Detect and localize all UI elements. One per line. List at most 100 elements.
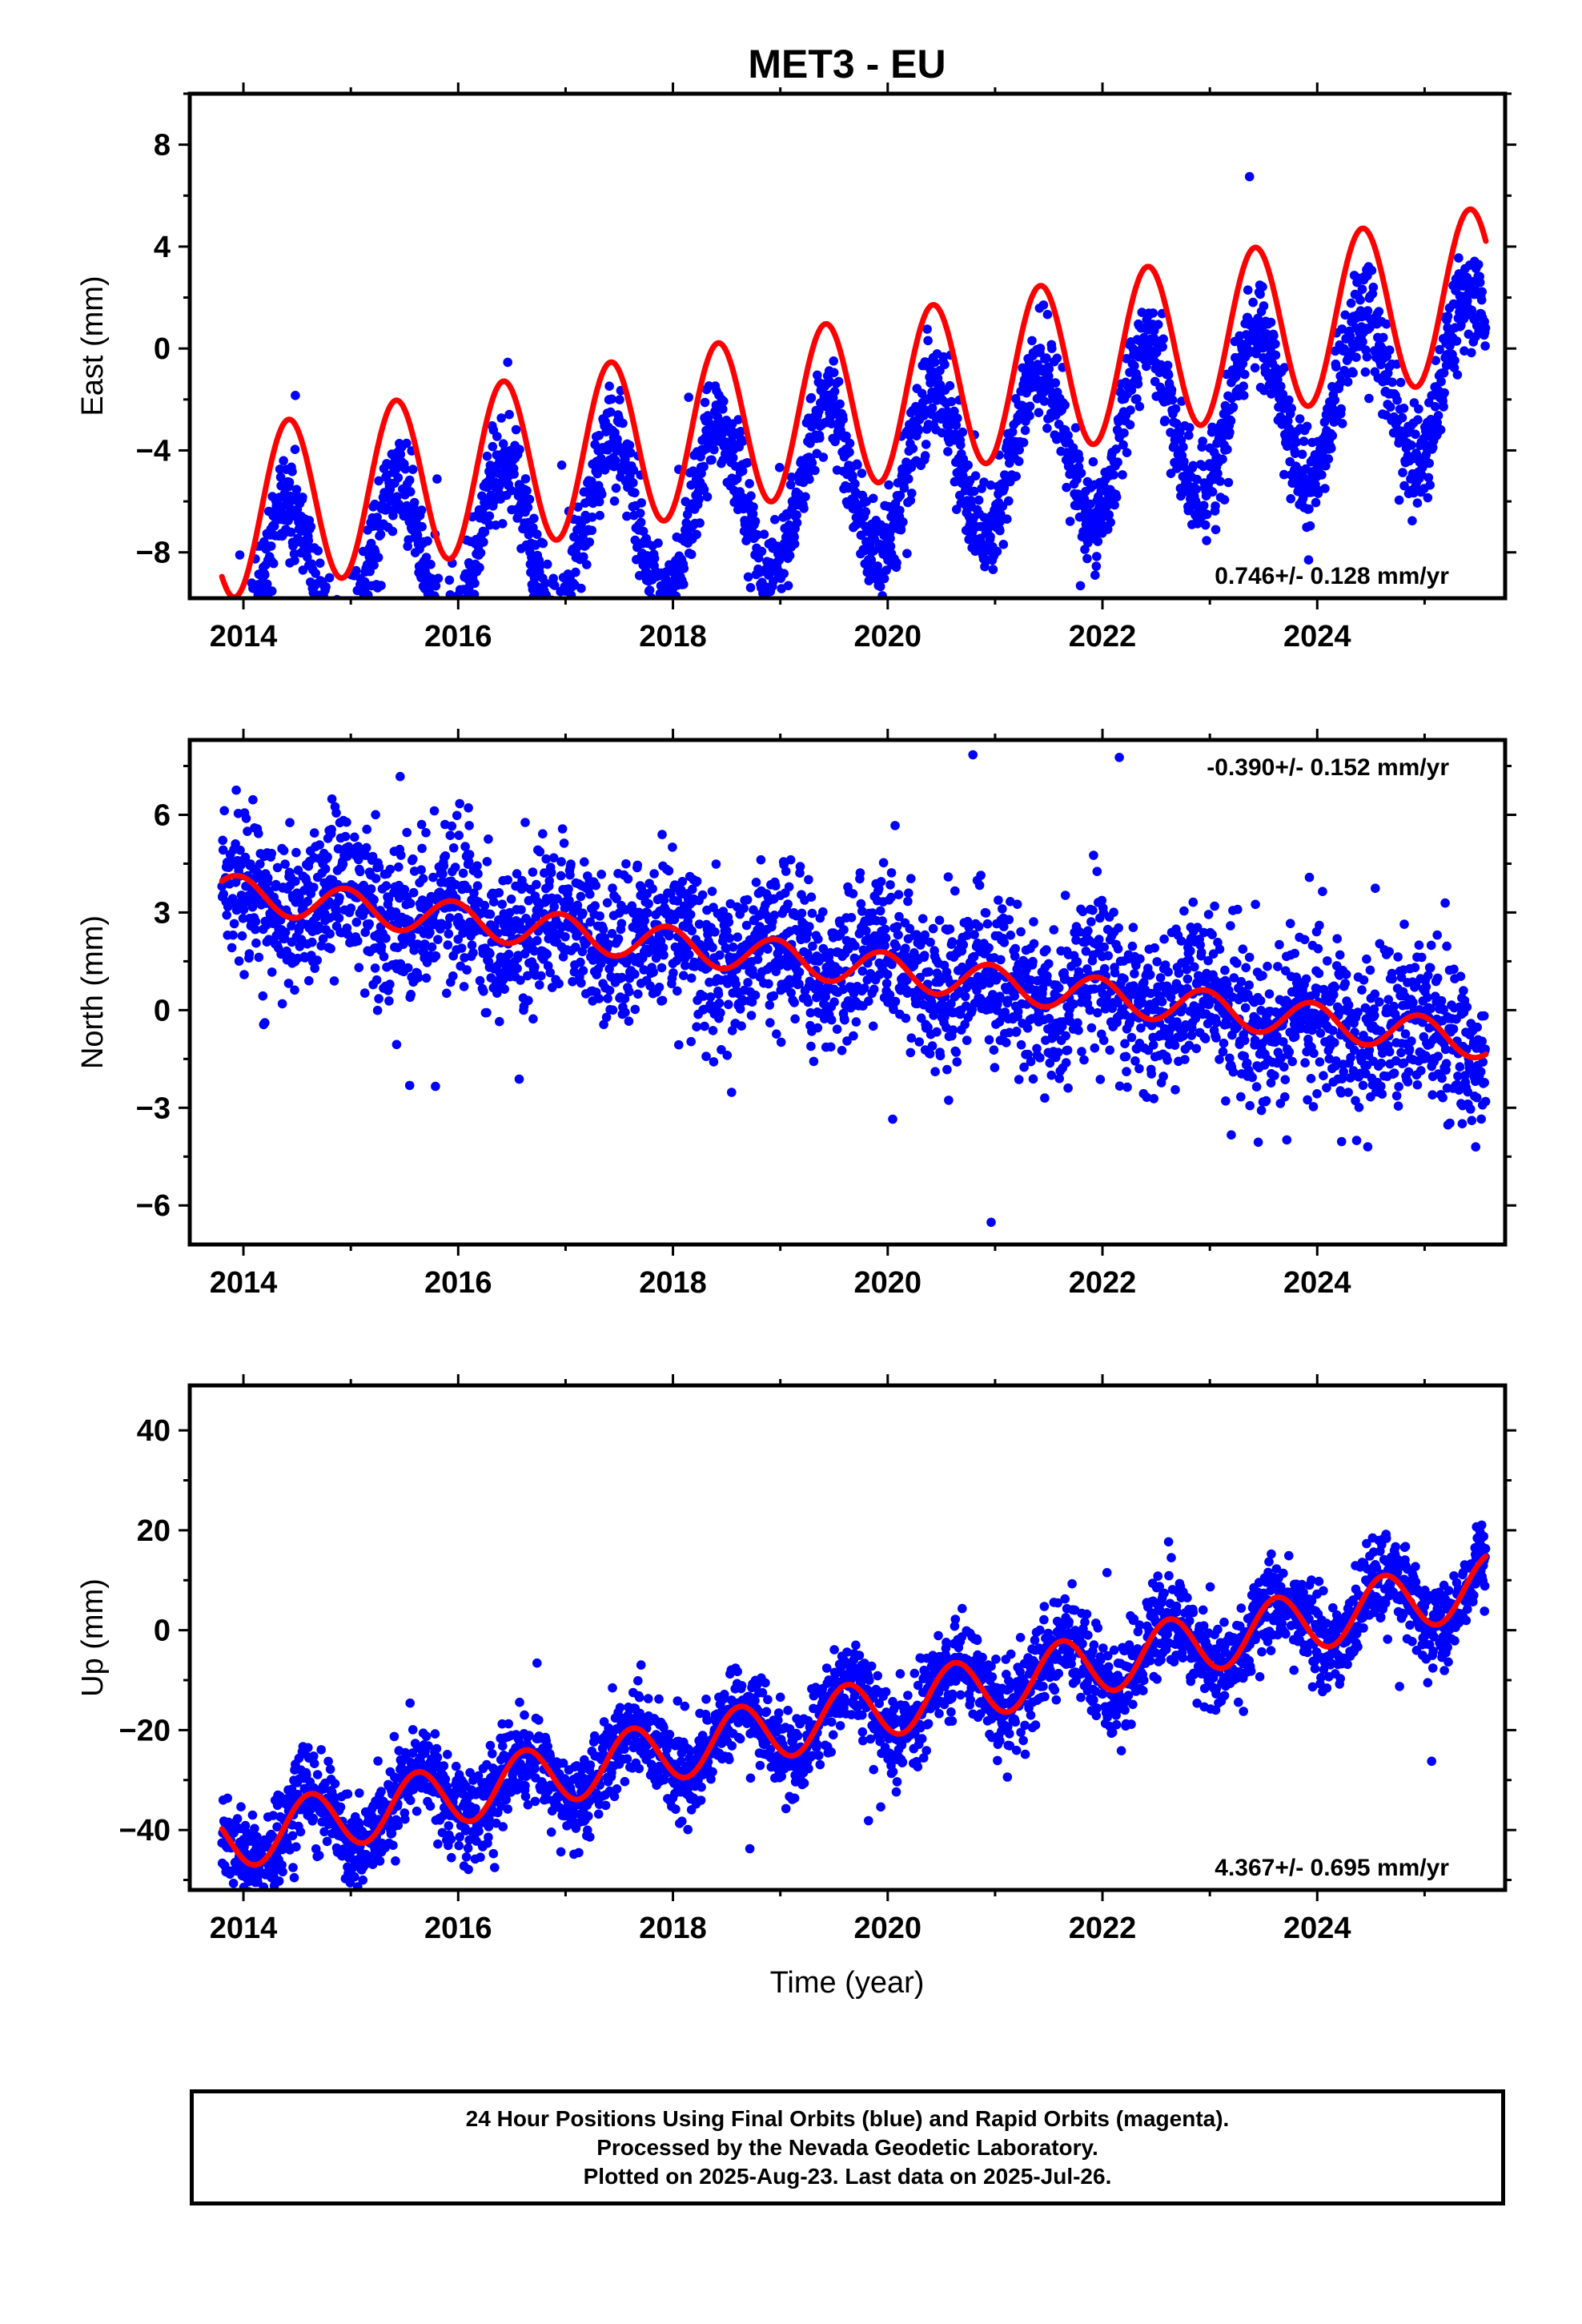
east-data-point: [841, 431, 851, 441]
east-data-point: [437, 606, 447, 616]
north-data-point: [381, 933, 391, 943]
north-data-point: [440, 851, 451, 861]
north-data-point: [327, 825, 336, 834]
east-data-point: [1184, 430, 1194, 440]
east-data-point: [329, 661, 339, 671]
east-data-point: [930, 357, 940, 368]
north-data-point: [869, 984, 879, 995]
east-data-point: [344, 692, 354, 702]
north-data-point: [251, 924, 260, 935]
north-data-point: [886, 868, 897, 878]
east-data-point: [313, 546, 323, 556]
north-data-point: [840, 1015, 849, 1025]
north-data-point: [443, 920, 452, 930]
north-data-point: [607, 929, 617, 939]
north-data-point: [448, 843, 459, 853]
north-data-point: [310, 963, 320, 973]
north-data-point: [892, 922, 902, 931]
east-data-point: [1430, 402, 1440, 412]
east-data-point: [333, 665, 343, 675]
east-data-point: [331, 621, 340, 631]
east-data-point: [549, 600, 559, 609]
north-data-point: [307, 937, 317, 947]
east-points: [234, 171, 1491, 712]
north-data-point: [890, 821, 900, 830]
east-data-point: [241, 702, 251, 712]
north-data-point: [674, 1039, 684, 1050]
east-data-point: [1473, 259, 1484, 270]
north-data-point: [648, 884, 657, 894]
north-data-point: [231, 785, 241, 795]
north-data-point: [893, 930, 903, 940]
north-data-point: [947, 937, 958, 947]
east-data-point: [1363, 306, 1373, 316]
east-data-point: [1432, 417, 1442, 428]
east-data-point: [779, 569, 789, 578]
north-data-point: [417, 843, 427, 854]
east-data-point: [549, 581, 560, 590]
east-data-point: [576, 583, 586, 593]
north-data-point: [981, 908, 991, 918]
east-data-point: [430, 609, 440, 618]
north-data-point: [687, 926, 697, 936]
east-data-point: [709, 444, 719, 455]
north-data-point: [608, 883, 617, 893]
east-data-point: [765, 621, 775, 631]
east-y-tick-label: −4: [136, 434, 171, 468]
east-data-point: [748, 509, 758, 519]
east-data-point: [736, 427, 745, 436]
north-data-point: [994, 895, 1003, 905]
east-data-point: [1425, 480, 1435, 490]
north-data-point: [585, 917, 596, 927]
east-data-point: [511, 424, 521, 435]
north-data-point: [826, 1015, 837, 1025]
east-data-point: [648, 605, 658, 615]
east-data-point: [1385, 402, 1395, 412]
north-data-point: [362, 824, 372, 834]
north-data-point: [416, 865, 426, 875]
north-data-point: [860, 983, 869, 993]
east-data-point: [497, 519, 508, 529]
east-data-point: [328, 691, 338, 701]
east-data-point: [234, 661, 243, 670]
east-data-point: [753, 530, 762, 540]
east-data-point: [902, 549, 912, 558]
east-data-point: [448, 668, 458, 677]
east-data-point: [743, 572, 753, 582]
east-data-point: [340, 660, 350, 669]
east-data-point: [1431, 356, 1440, 366]
east-data-point: [587, 525, 597, 536]
east-data-point: [1262, 329, 1271, 339]
east-data-point: [323, 618, 332, 628]
east-data-point: [1178, 442, 1188, 452]
east-data-point: [341, 653, 351, 663]
east-data-point: [1454, 253, 1464, 263]
east-data-point: [1211, 501, 1220, 511]
east-data-point: [547, 629, 556, 638]
east-data-point: [354, 614, 363, 624]
north-data-point: [334, 913, 344, 923]
east-data-point: [588, 513, 597, 522]
east-data-point: [833, 376, 844, 387]
north-data-point: [402, 827, 412, 838]
east-data-point: [548, 615, 557, 625]
east-data-point: [558, 655, 568, 665]
east-data-point: [243, 676, 253, 686]
north-data-point: [664, 866, 674, 876]
east-data-point: [346, 660, 355, 669]
east-data-point: [884, 480, 893, 490]
east-data-point: [1083, 538, 1093, 548]
east-data-point: [1340, 310, 1350, 320]
east-data-point: [738, 436, 748, 446]
east-data-point: [550, 629, 560, 638]
north-data-point: [934, 915, 945, 925]
north-data-point: [447, 821, 457, 831]
east-x-tick-label: 2014: [210, 620, 278, 653]
east-data-point: [475, 563, 484, 573]
north-data-point: [329, 976, 339, 986]
east-data-point: [1384, 345, 1395, 356]
north-data-point: [354, 854, 363, 865]
north-data-point: [763, 944, 773, 954]
east-data-point: [347, 647, 357, 657]
east-y-tick-label: 0: [154, 332, 171, 366]
